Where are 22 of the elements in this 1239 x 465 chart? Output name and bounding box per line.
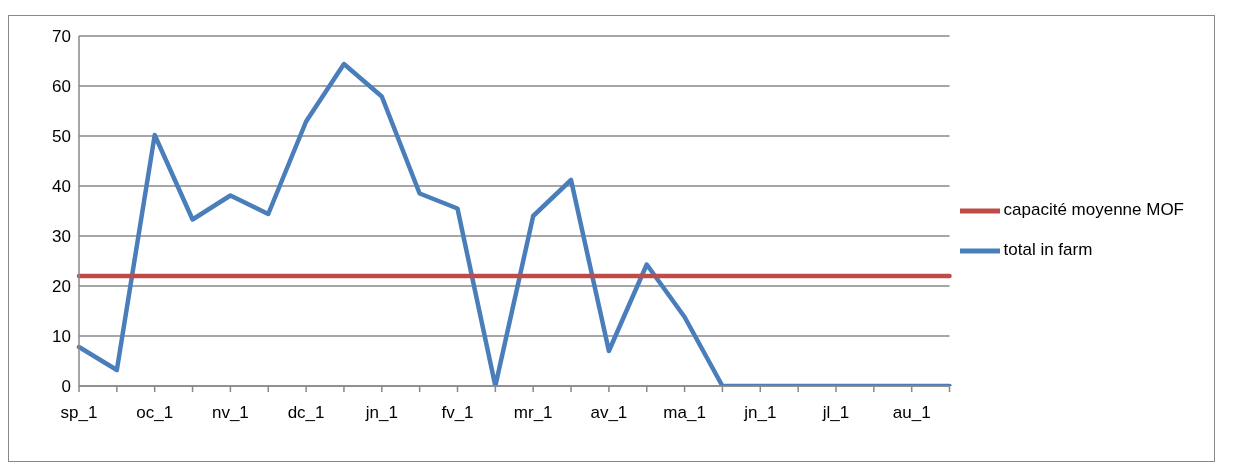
y-tick-label: 10 [52, 327, 71, 347]
y-tick-label: 40 [52, 177, 71, 197]
x-tick-label: dc_1 [287, 403, 325, 423]
x-tick-label: av_1 [590, 403, 628, 423]
x-tick-label: jn_1 [743, 403, 777, 423]
y-tick-label: 30 [52, 227, 71, 247]
x-tick-label: jl_1 [821, 403, 850, 423]
x-tick-label: mr_1 [513, 403, 553, 423]
x-tick-label: fv_1 [441, 403, 474, 423]
x-tick-label: nv_1 [211, 403, 249, 423]
x-tick-label: au_1 [892, 403, 931, 423]
x-tick-label: jn_1 [364, 403, 398, 423]
x-tick-label: ma_1 [663, 403, 706, 423]
y-tick-label: 0 [61, 377, 71, 397]
y-tick-label: 20 [52, 277, 71, 297]
y-tick-label: 70 [52, 27, 71, 47]
x-tick-label: oc_1 [136, 403, 174, 423]
legend-label: total in farm [1003, 240, 1093, 260]
legend-label: capacité moyenne MOF [1003, 200, 1184, 220]
x-tick-label: sp_1 [60, 403, 98, 423]
y-tick-label: 50 [52, 127, 71, 147]
y-tick-label: 60 [52, 77, 71, 97]
